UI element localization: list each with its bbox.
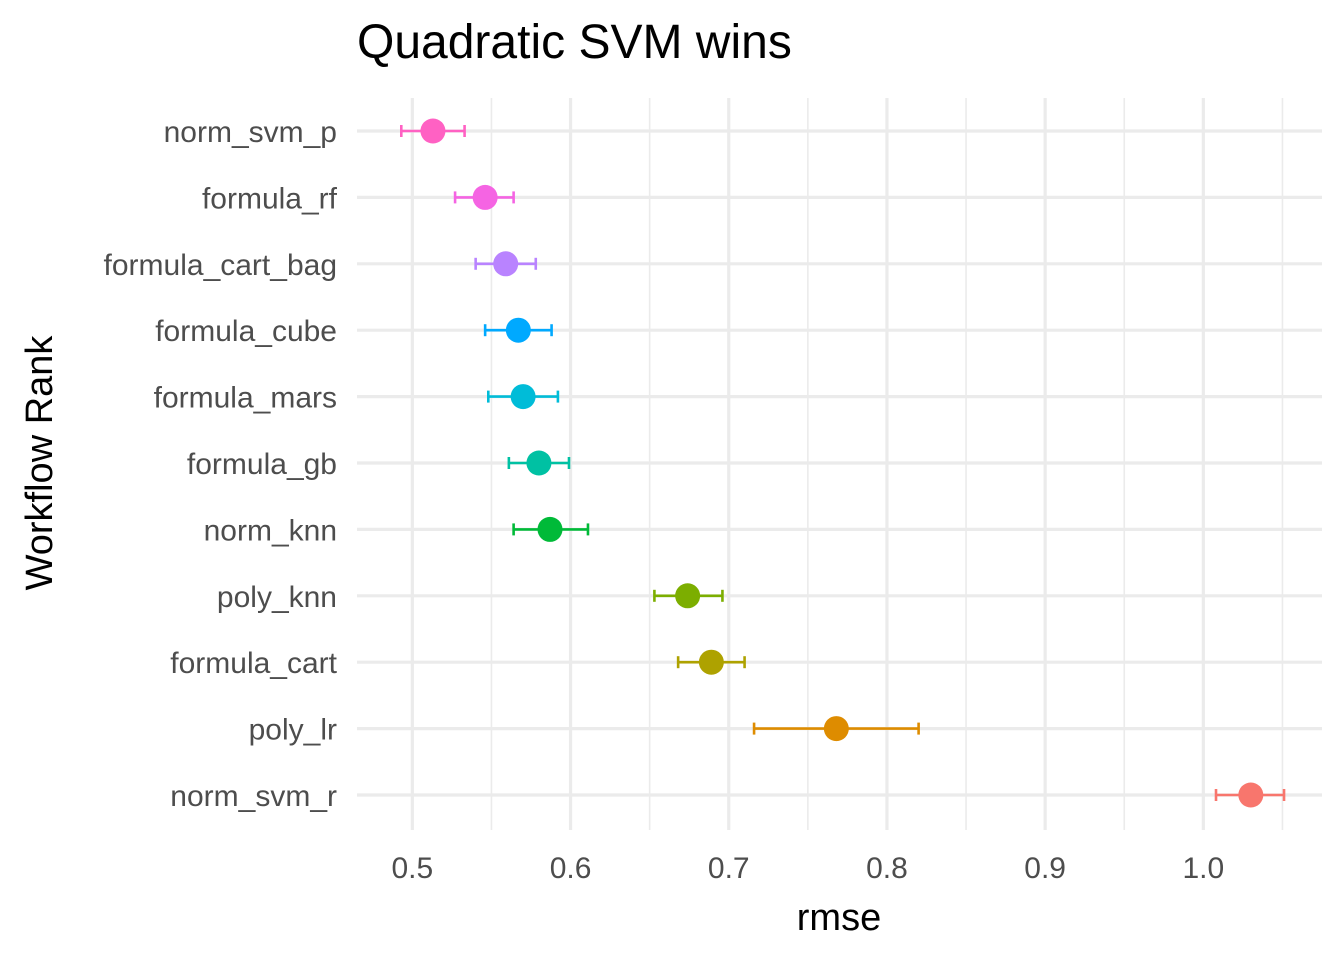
data-point bbox=[420, 118, 446, 144]
x-tick-label: 0.9 bbox=[1024, 852, 1066, 885]
x-tick-label: 0.5 bbox=[392, 852, 434, 885]
point-group bbox=[653, 583, 724, 609]
data-marks bbox=[399, 118, 1286, 808]
y-tick-labels: norm_svm_p formula_rf formula_cart_bagform… bbox=[104, 116, 338, 813]
y-tick-label: norm_knn bbox=[204, 514, 337, 547]
y-tick-label: formula_gb bbox=[187, 448, 337, 481]
data-point bbox=[675, 583, 701, 609]
x-axis-title: rmse bbox=[797, 897, 881, 939]
data-point bbox=[1238, 782, 1264, 808]
data-point bbox=[526, 450, 552, 476]
y-tick-label: poly_lr bbox=[249, 714, 337, 747]
data-point bbox=[537, 516, 563, 542]
x-tick-label: 0.6 bbox=[550, 852, 592, 885]
y-tick-label: formula_cart bbox=[170, 647, 337, 680]
y-tick-label: norm_svm_r bbox=[170, 780, 337, 813]
data-point bbox=[472, 184, 498, 210]
point-group bbox=[487, 384, 560, 410]
y-axis-title: Workflow Rank bbox=[19, 335, 61, 591]
point-group bbox=[474, 251, 538, 277]
x-tick-labels: 0.5 0.6 0.7 0.8 0.9 1.0 bbox=[392, 852, 1225, 885]
y-tick-label: formula_rf bbox=[202, 182, 338, 215]
x-tick-label: 1.0 bbox=[1182, 852, 1224, 885]
data-point bbox=[510, 384, 536, 410]
point-group bbox=[507, 450, 571, 476]
y-tick-label: formula_mars bbox=[154, 382, 337, 415]
point-group bbox=[676, 649, 746, 675]
data-point bbox=[505, 317, 531, 343]
y-tick-label: formula_cube bbox=[155, 315, 337, 348]
point-group bbox=[483, 317, 553, 343]
y-tick-label: formula_cart_bag bbox=[104, 249, 337, 282]
y-tick-label: poly_knn bbox=[217, 581, 337, 614]
point-group bbox=[453, 184, 515, 210]
data-point bbox=[823, 716, 849, 742]
grid-layer bbox=[357, 98, 1322, 830]
x-tick-label: 0.8 bbox=[866, 852, 908, 885]
point-group bbox=[512, 516, 590, 542]
x-tick-label: 0.7 bbox=[708, 852, 750, 885]
data-point bbox=[698, 649, 724, 675]
point-group bbox=[1214, 782, 1286, 808]
y-tick-label: norm_svm_p bbox=[164, 116, 337, 149]
chart-title: Quadratic SVM wins bbox=[357, 16, 792, 69]
point-group bbox=[752, 716, 920, 742]
point-group bbox=[399, 118, 466, 144]
data-point bbox=[493, 251, 519, 277]
